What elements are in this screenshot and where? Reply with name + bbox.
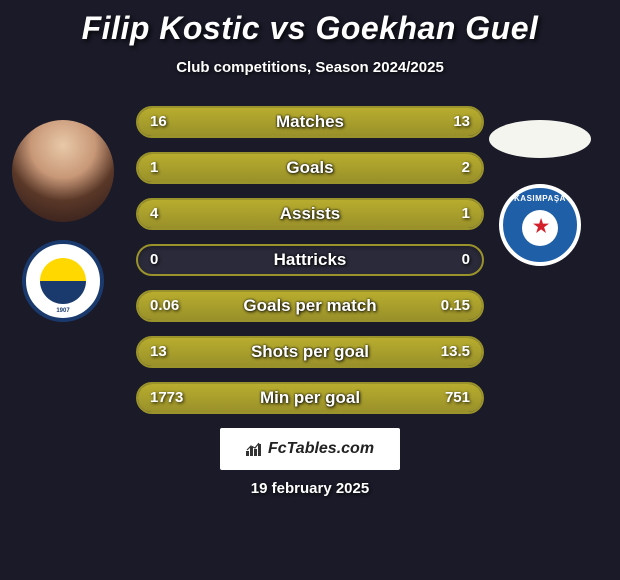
- stat-label: Goals per match: [136, 290, 484, 322]
- right-player-column: KASIMPAŞA: [485, 120, 595, 266]
- stat-row: 41Assists: [136, 198, 484, 230]
- left-club-year: 1907: [26, 308, 100, 314]
- left-player-avatar: [12, 120, 114, 222]
- left-club-badge: 1907: [22, 240, 104, 322]
- comparison-card: Filip Kostic vs Goekhan Guel Club compet…: [0, 0, 620, 580]
- stat-label: Assists: [136, 198, 484, 230]
- stat-row: 00Hattricks: [136, 244, 484, 276]
- page-title: Filip Kostic vs Goekhan Guel: [0, 10, 620, 47]
- right-club-label: KASIMPAŞA: [503, 194, 577, 203]
- stat-label: Matches: [136, 106, 484, 138]
- page-subtitle: Club competitions, Season 2024/2025: [0, 59, 620, 76]
- stats-bars: 1613Matches 12Goals 41Assists 00Hattricks 0.…: [136, 106, 484, 414]
- stat-label: Min per goal: [136, 382, 484, 414]
- chart-icon: [246, 442, 264, 456]
- stat-row: 1613Matches: [136, 106, 484, 138]
- left-player-column: 1907: [8, 120, 118, 322]
- stat-row: 1313.5Shots per goal: [136, 336, 484, 368]
- stat-label: Shots per goal: [136, 336, 484, 368]
- right-player-avatar: [489, 120, 591, 158]
- footer-date: 19 february 2025: [0, 480, 620, 497]
- stat-label: Goals: [136, 152, 484, 184]
- stat-row: 0.060.15Goals per match: [136, 290, 484, 322]
- brand-text: FcTables.com: [268, 440, 374, 458]
- stat-row: 1773751Min per goal: [136, 382, 484, 414]
- stat-label: Hattricks: [136, 244, 484, 276]
- right-club-badge: KASIMPAŞA: [499, 184, 581, 266]
- stat-row: 12Goals: [136, 152, 484, 184]
- brand-logo[interactable]: FcTables.com: [220, 428, 400, 470]
